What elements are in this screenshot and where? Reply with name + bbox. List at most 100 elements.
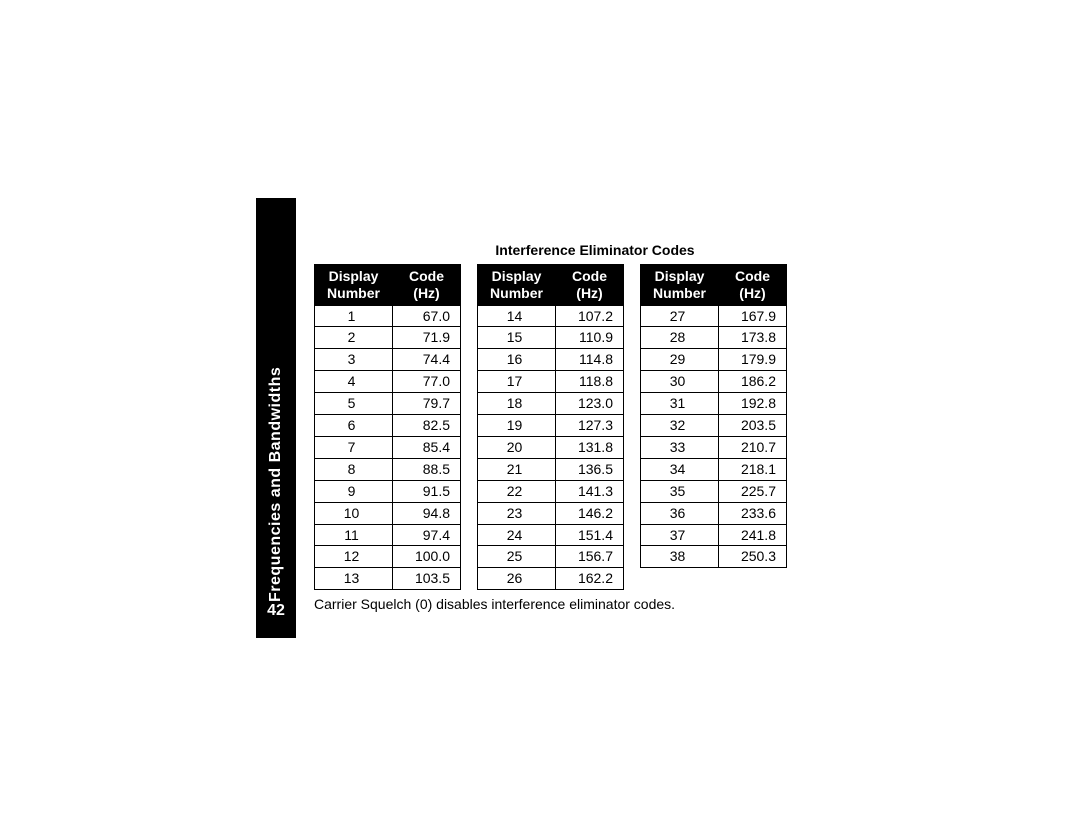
cell-code-hz: 131.8	[556, 436, 624, 458]
table-row: 13103.5	[315, 568, 461, 590]
cell-display-number: 21	[478, 458, 556, 480]
cell-code-hz: 91.5	[393, 480, 461, 502]
cell-display-number: 11	[315, 524, 393, 546]
header-text: Display	[492, 268, 542, 284]
col-header-display: Display Number	[315, 265, 393, 306]
cell-code-hz: 118.8	[556, 371, 624, 393]
cell-code-hz: 233.6	[719, 502, 787, 524]
table-body: 27167.928173.829179.930186.231192.832203…	[641, 305, 787, 568]
cell-code-hz: 114.8	[556, 349, 624, 371]
cell-display-number: 38	[641, 546, 719, 568]
section-title: Interference Eliminator Codes	[314, 242, 816, 258]
table-row: 37241.8	[641, 524, 787, 546]
cell-code-hz: 127.3	[556, 415, 624, 437]
cell-display-number: 26	[478, 568, 556, 590]
table-row: 682.5	[315, 415, 461, 437]
col-header-display: Display Number	[641, 265, 719, 306]
cell-display-number: 12	[315, 546, 393, 568]
cell-code-hz: 179.9	[719, 349, 787, 371]
cell-display-number: 34	[641, 458, 719, 480]
cell-display-number: 32	[641, 415, 719, 437]
cell-code-hz: 100.0	[393, 546, 461, 568]
cell-code-hz: 71.9	[393, 327, 461, 349]
table-row: 30186.2	[641, 371, 787, 393]
header-text: Code	[572, 268, 607, 284]
cell-display-number: 5	[315, 393, 393, 415]
cell-code-hz: 203.5	[719, 415, 787, 437]
cell-display-number: 27	[641, 305, 719, 327]
table-row: 36233.6	[641, 502, 787, 524]
cell-display-number: 24	[478, 524, 556, 546]
cell-display-number: 13	[315, 568, 393, 590]
cell-code-hz: 241.8	[719, 524, 787, 546]
table-row: 33210.7	[641, 436, 787, 458]
cell-display-number: 15	[478, 327, 556, 349]
table-body: 167.0271.9374.4477.0579.7682.5785.4888.5…	[315, 305, 461, 590]
table-body: 14107.215110.916114.817118.818123.019127…	[478, 305, 624, 590]
header-text: Number	[653, 285, 706, 301]
cell-code-hz: 79.7	[393, 393, 461, 415]
header-text: Code	[409, 268, 444, 284]
cell-display-number: 30	[641, 371, 719, 393]
side-tab: Frequencies and Bandwidths 42	[256, 198, 296, 638]
cell-code-hz: 85.4	[393, 436, 461, 458]
cell-display-number: 16	[478, 349, 556, 371]
col-header-code: Code (Hz)	[556, 265, 624, 306]
table-row: 34218.1	[641, 458, 787, 480]
side-tab-title: Frequencies and Bandwidths	[267, 216, 285, 602]
cell-code-hz: 77.0	[393, 371, 461, 393]
cell-display-number: 19	[478, 415, 556, 437]
cell-code-hz: 146.2	[556, 502, 624, 524]
cell-code-hz: 107.2	[556, 305, 624, 327]
table-row: 17118.8	[478, 371, 624, 393]
cell-code-hz: 156.7	[556, 546, 624, 568]
codes-table-2: Display Number Code (Hz) 14107.215110.91…	[477, 264, 624, 590]
cell-code-hz: 225.7	[719, 480, 787, 502]
cell-display-number: 29	[641, 349, 719, 371]
cell-code-hz: 97.4	[393, 524, 461, 546]
table-row: 19127.3	[478, 415, 624, 437]
page-number: 42	[267, 602, 285, 620]
col-header-code: Code (Hz)	[719, 265, 787, 306]
cell-code-hz: 250.3	[719, 546, 787, 568]
table-row: 22141.3	[478, 480, 624, 502]
cell-display-number: 18	[478, 393, 556, 415]
cell-display-number: 3	[315, 349, 393, 371]
cell-display-number: 36	[641, 502, 719, 524]
table-row: 14107.2	[478, 305, 624, 327]
cell-code-hz: 173.8	[719, 327, 787, 349]
cell-code-hz: 151.4	[556, 524, 624, 546]
cell-code-hz: 136.5	[556, 458, 624, 480]
table-row: 16114.8	[478, 349, 624, 371]
table-row: 35225.7	[641, 480, 787, 502]
cell-code-hz: 218.1	[719, 458, 787, 480]
footnote: Carrier Squelch (0) disables interferenc…	[314, 596, 816, 612]
table-row: 24151.4	[478, 524, 624, 546]
cell-display-number: 14	[478, 305, 556, 327]
table-row: 785.4	[315, 436, 461, 458]
col-header-display: Display Number	[478, 265, 556, 306]
cell-display-number: 6	[315, 415, 393, 437]
header-text: (Hz)	[576, 285, 602, 301]
page-wrap: Frequencies and Bandwidths 42 Interferen…	[256, 198, 816, 638]
cell-code-hz: 141.3	[556, 480, 624, 502]
cell-display-number: 20	[478, 436, 556, 458]
cell-code-hz: 162.2	[556, 568, 624, 590]
table-row: 888.5	[315, 458, 461, 480]
table-row: 167.0	[315, 305, 461, 327]
cell-code-hz: 210.7	[719, 436, 787, 458]
table-row: 38250.3	[641, 546, 787, 568]
table-row: 20131.8	[478, 436, 624, 458]
content-area: Interference Eliminator Codes Display Nu…	[296, 198, 816, 638]
header-text: Display	[655, 268, 705, 284]
cell-display-number: 22	[478, 480, 556, 502]
table-row: 1094.8	[315, 502, 461, 524]
table-row: 31192.8	[641, 393, 787, 415]
table-row: 29179.9	[641, 349, 787, 371]
cell-code-hz: 103.5	[393, 568, 461, 590]
cell-display-number: 4	[315, 371, 393, 393]
cell-display-number: 9	[315, 480, 393, 502]
header-text: (Hz)	[739, 285, 765, 301]
table-row: 1197.4	[315, 524, 461, 546]
cell-display-number: 33	[641, 436, 719, 458]
